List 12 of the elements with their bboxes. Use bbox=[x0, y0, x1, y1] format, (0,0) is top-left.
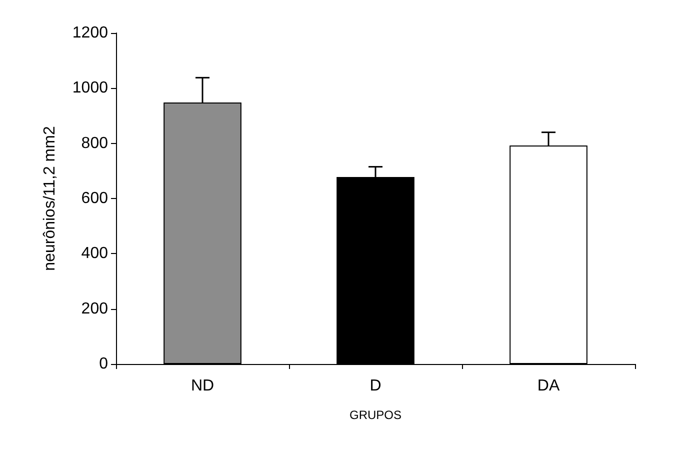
y-axis-title: neurônios/11,2 mm2 bbox=[42, 126, 58, 271]
x-tick-label: ND bbox=[190, 378, 214, 394]
y-tick-label: 400 bbox=[81, 245, 108, 262]
y-tick-label: 200 bbox=[81, 300, 108, 318]
y-tick-label: 800 bbox=[81, 134, 108, 152]
y-tick-label: 0 bbox=[99, 356, 108, 372]
x-axis-title: GRUPOS bbox=[349, 408, 402, 422]
x-tick-label: DA bbox=[537, 378, 560, 394]
x-tick-label: D bbox=[370, 378, 382, 394]
y-tick-label: 600 bbox=[81, 190, 108, 207]
y-tick-label: 1000 bbox=[72, 80, 108, 97]
y-tick-label: 1200 bbox=[72, 24, 108, 42]
